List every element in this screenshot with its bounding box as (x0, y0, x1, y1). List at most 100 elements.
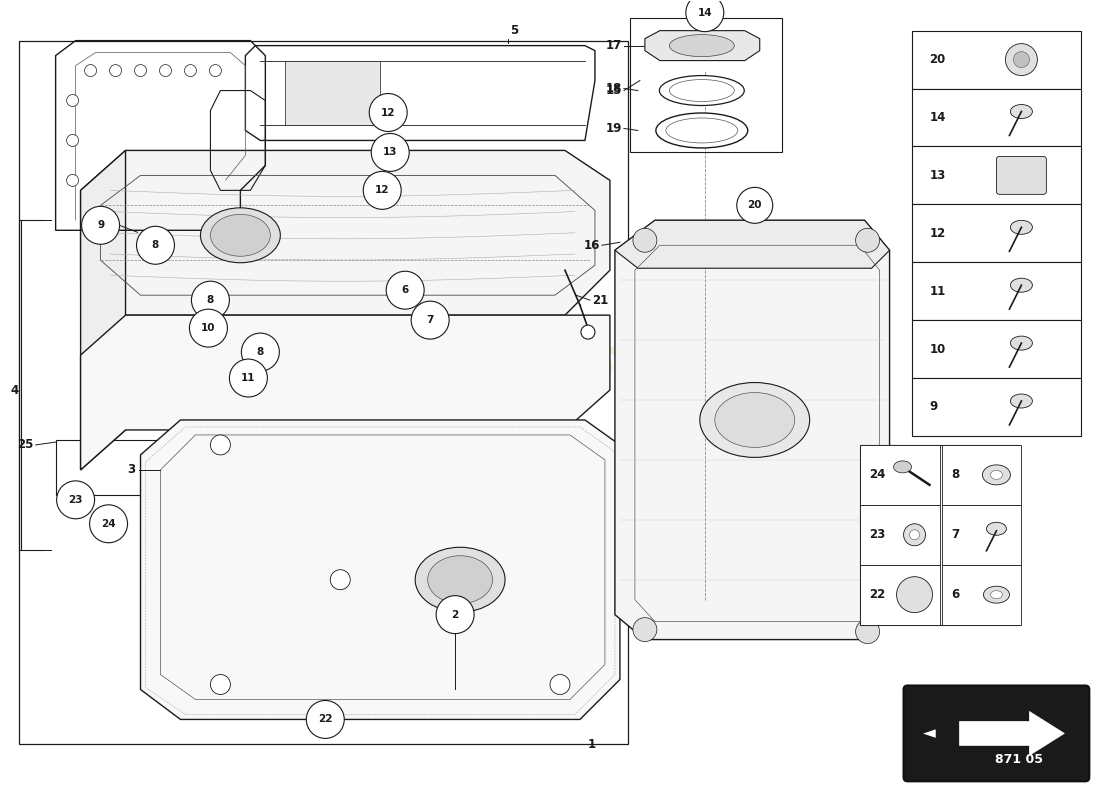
FancyBboxPatch shape (903, 686, 1089, 782)
Circle shape (370, 94, 407, 131)
Circle shape (632, 228, 657, 252)
Text: 8: 8 (952, 468, 959, 482)
Ellipse shape (982, 465, 1011, 485)
Text: 22: 22 (318, 714, 332, 725)
Bar (942, 445, 1022, 505)
Circle shape (67, 134, 78, 146)
Text: 10: 10 (201, 323, 216, 333)
Text: 25: 25 (18, 438, 34, 451)
Circle shape (230, 359, 267, 397)
Circle shape (363, 171, 402, 210)
Circle shape (411, 301, 449, 339)
Ellipse shape (987, 522, 1007, 535)
Text: 11: 11 (930, 285, 946, 298)
Circle shape (67, 174, 78, 186)
Ellipse shape (903, 524, 925, 546)
Text: 23: 23 (870, 528, 886, 542)
Text: 14: 14 (697, 8, 712, 18)
Ellipse shape (910, 530, 920, 540)
Circle shape (81, 206, 120, 244)
Polygon shape (80, 315, 609, 470)
Polygon shape (141, 420, 620, 719)
Text: 20: 20 (748, 200, 762, 210)
Text: 9: 9 (930, 401, 938, 414)
Text: 6: 6 (402, 285, 409, 295)
Bar (912, 320, 1081, 378)
Circle shape (110, 65, 121, 77)
Text: 19: 19 (605, 122, 621, 135)
Text: 23: 23 (68, 495, 82, 505)
Text: 17: 17 (606, 39, 621, 52)
Bar (630, 18, 782, 153)
Bar (859, 505, 939, 565)
Text: 10: 10 (930, 342, 946, 355)
Bar (912, 378, 1081, 436)
Bar (942, 565, 1022, 625)
Text: 1985: 1985 (476, 304, 624, 397)
Bar (859, 565, 939, 625)
Circle shape (241, 333, 279, 371)
Circle shape (1005, 44, 1037, 75)
Bar (19, 41, 628, 745)
Circle shape (1013, 52, 1030, 67)
Text: 7: 7 (952, 528, 959, 542)
Ellipse shape (1011, 394, 1033, 408)
Text: 18: 18 (605, 82, 621, 95)
Text: ◄: ◄ (923, 725, 936, 742)
Text: 2: 2 (451, 610, 459, 620)
Ellipse shape (983, 586, 1010, 603)
Text: 24: 24 (870, 468, 886, 482)
Text: 16: 16 (584, 238, 600, 252)
Circle shape (737, 187, 772, 223)
Circle shape (185, 65, 197, 77)
Text: 9: 9 (97, 220, 104, 230)
Bar (912, 146, 1081, 204)
Ellipse shape (1011, 278, 1033, 292)
Ellipse shape (1011, 105, 1033, 118)
Circle shape (330, 570, 350, 590)
Text: 12: 12 (930, 226, 946, 240)
Circle shape (386, 271, 425, 309)
Ellipse shape (669, 79, 735, 102)
Ellipse shape (990, 590, 1002, 598)
Bar (912, 89, 1081, 146)
Text: 13: 13 (930, 169, 946, 182)
Circle shape (210, 435, 230, 455)
Circle shape (191, 282, 230, 319)
Text: 8: 8 (152, 240, 160, 250)
Polygon shape (80, 150, 609, 315)
Text: 12: 12 (381, 107, 396, 118)
Polygon shape (615, 220, 890, 268)
Text: 5: 5 (510, 24, 518, 37)
Ellipse shape (700, 382, 810, 458)
Circle shape (371, 134, 409, 171)
Ellipse shape (666, 118, 738, 143)
Circle shape (89, 505, 128, 542)
Ellipse shape (210, 214, 271, 256)
Text: 20: 20 (930, 53, 946, 66)
Circle shape (67, 94, 78, 106)
Polygon shape (615, 220, 890, 639)
Text: 24: 24 (101, 518, 116, 529)
Text: europaparts: europaparts (133, 302, 627, 538)
Text: 1: 1 (588, 738, 596, 751)
Ellipse shape (656, 113, 748, 148)
Circle shape (210, 674, 230, 694)
Ellipse shape (1011, 220, 1033, 234)
Text: 4: 4 (10, 383, 19, 397)
Circle shape (896, 577, 933, 613)
Ellipse shape (893, 461, 912, 473)
Circle shape (306, 701, 344, 738)
Bar (56, 440, 220, 495)
Circle shape (685, 0, 724, 32)
Text: 6: 6 (952, 588, 959, 601)
FancyBboxPatch shape (997, 157, 1046, 194)
Circle shape (134, 65, 146, 77)
Text: 22: 22 (870, 588, 886, 601)
Text: 14: 14 (930, 111, 946, 124)
Text: 11: 11 (241, 373, 255, 383)
Ellipse shape (428, 556, 493, 604)
Bar (859, 445, 939, 505)
Text: 12: 12 (375, 186, 389, 195)
Text: 15: 15 (605, 84, 621, 97)
